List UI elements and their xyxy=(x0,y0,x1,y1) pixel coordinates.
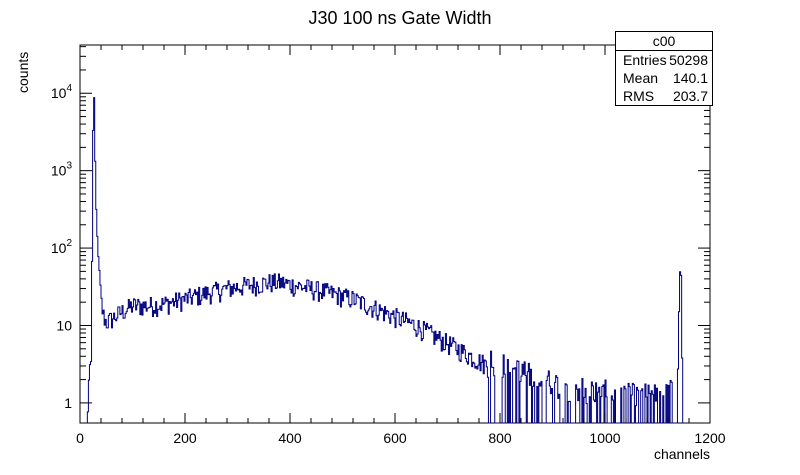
stats-value: 140.1 xyxy=(672,70,708,86)
x-tick-label: 1000 xyxy=(589,430,620,446)
x-tick-label: 400 xyxy=(278,430,302,446)
x-axis: 0 200 400 600 800 1000 1200 xyxy=(76,45,726,446)
x-tick-label: 800 xyxy=(488,430,512,446)
x-tick-label: 200 xyxy=(173,430,197,446)
stats-label: RMS xyxy=(623,88,655,104)
y-tick-label: 1 xyxy=(64,395,72,411)
stats-row-rms: RMS 203.7 xyxy=(616,87,712,105)
stats-row-mean: Mean 140.1 xyxy=(616,69,712,87)
stats-label: Entries xyxy=(623,52,667,68)
y-axis-label: counts xyxy=(15,52,31,93)
x-axis-label: channels xyxy=(654,446,710,462)
stats-value: 50298 xyxy=(669,52,708,68)
x-tick-label: 1200 xyxy=(694,430,725,446)
stats-box: c00 Entries 50298 Mean 140.1 RMS 203.7 xyxy=(615,31,713,106)
chart-title: J30 100 ns Gate Width xyxy=(308,8,491,28)
stats-box-title: c00 xyxy=(616,32,712,51)
y-tick-label: 10 xyxy=(56,317,72,333)
y-tick-label: 104 xyxy=(51,83,73,101)
y-tick-label: 102 xyxy=(51,238,73,256)
y-tick-label: 103 xyxy=(51,161,73,179)
histogram-line xyxy=(86,97,684,424)
x-tick-label: 0 xyxy=(76,430,84,446)
stats-label: Mean xyxy=(623,70,659,86)
y-axis: 1 10 102 103 104 xyxy=(51,46,710,411)
x-tick-label: 600 xyxy=(383,430,407,446)
stats-value: 203.7 xyxy=(672,88,708,104)
stats-row-entries: Entries 50298 xyxy=(616,51,712,69)
